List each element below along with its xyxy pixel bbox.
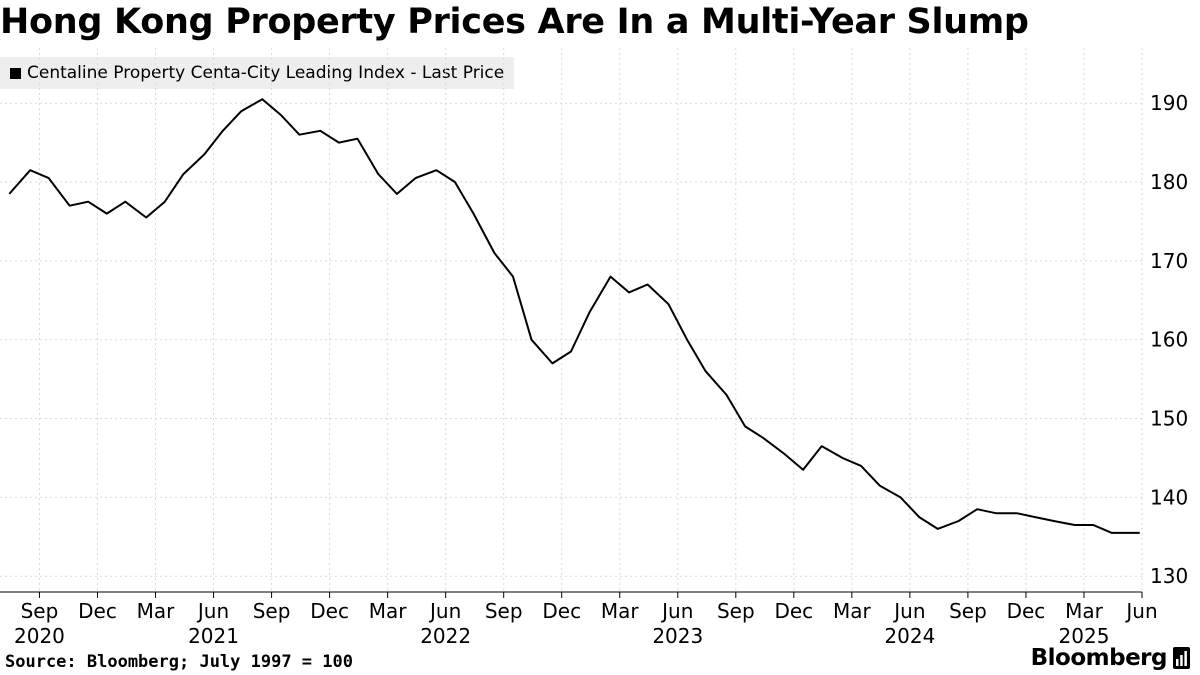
x-tick-month: Jun — [196, 599, 229, 623]
bloomberg-terminal-icon — [1173, 647, 1190, 669]
chart-title: Hong Kong Property Prices Are In a Multi… — [0, 2, 1029, 42]
grid-lines — [0, 48, 1143, 592]
legend-label: Centaline Property Centa-City Leading In… — [27, 63, 505, 83]
y-tick-label: 130 — [1150, 564, 1188, 588]
y-tick-label: 170 — [1150, 249, 1188, 273]
x-tick-month: Mar — [369, 599, 408, 623]
x-tick-month: Sep — [253, 599, 291, 623]
x-tick-month: Dec — [774, 599, 813, 623]
legend-swatch — [10, 67, 21, 79]
x-tick-month: Sep — [949, 599, 987, 623]
x-tick-year: 2025 — [1059, 624, 1110, 648]
x-tick-month: Mar — [833, 599, 872, 623]
brand-name: Bloomberg — [1030, 645, 1168, 671]
y-tick-label: 140 — [1150, 485, 1188, 509]
x-tick-month: Mar — [601, 599, 640, 623]
x-tick-year: 2024 — [884, 624, 935, 648]
x-tick-month: Jun — [892, 599, 925, 623]
y-tick-label: 190 — [1150, 91, 1188, 115]
x-tick-month: Dec — [310, 599, 349, 623]
x-tick-year: 2023 — [652, 624, 703, 648]
series-line — [8, 98, 1140, 534]
y-tick-label: 160 — [1150, 328, 1188, 352]
y-tick-label: 150 — [1150, 407, 1188, 431]
source-note: Source: Bloomberg; July 1997 = 100 — [5, 652, 353, 672]
x-tick-month: Mar — [137, 599, 176, 623]
y-tick-label: 180 — [1150, 170, 1188, 194]
x-tick-month: Jun — [660, 599, 693, 623]
x-tick-month: Sep — [485, 599, 523, 623]
x-tick-month: Sep — [21, 599, 59, 623]
y-axis-ticks: 130 140 150 160 170 180 190 — [1150, 91, 1188, 588]
x-tick-month: Dec — [1007, 599, 1046, 623]
x-tick-year: 2022 — [420, 624, 471, 648]
legend: Centaline Property Centa-City Leading In… — [0, 57, 515, 89]
brand: Bloomberg — [1031, 645, 1190, 671]
x-tick-month: Dec — [542, 599, 581, 623]
x-tick-month: Jun — [428, 599, 461, 623]
x-tick-year: 2021 — [188, 624, 239, 648]
x-tick-month: Sep — [717, 599, 755, 623]
x-tick-month: Mar — [1065, 599, 1104, 623]
x-tick-year: 2020 — [14, 624, 65, 648]
x-tick-month: Jun — [1124, 599, 1157, 623]
x-tick-month: Dec — [78, 599, 117, 623]
